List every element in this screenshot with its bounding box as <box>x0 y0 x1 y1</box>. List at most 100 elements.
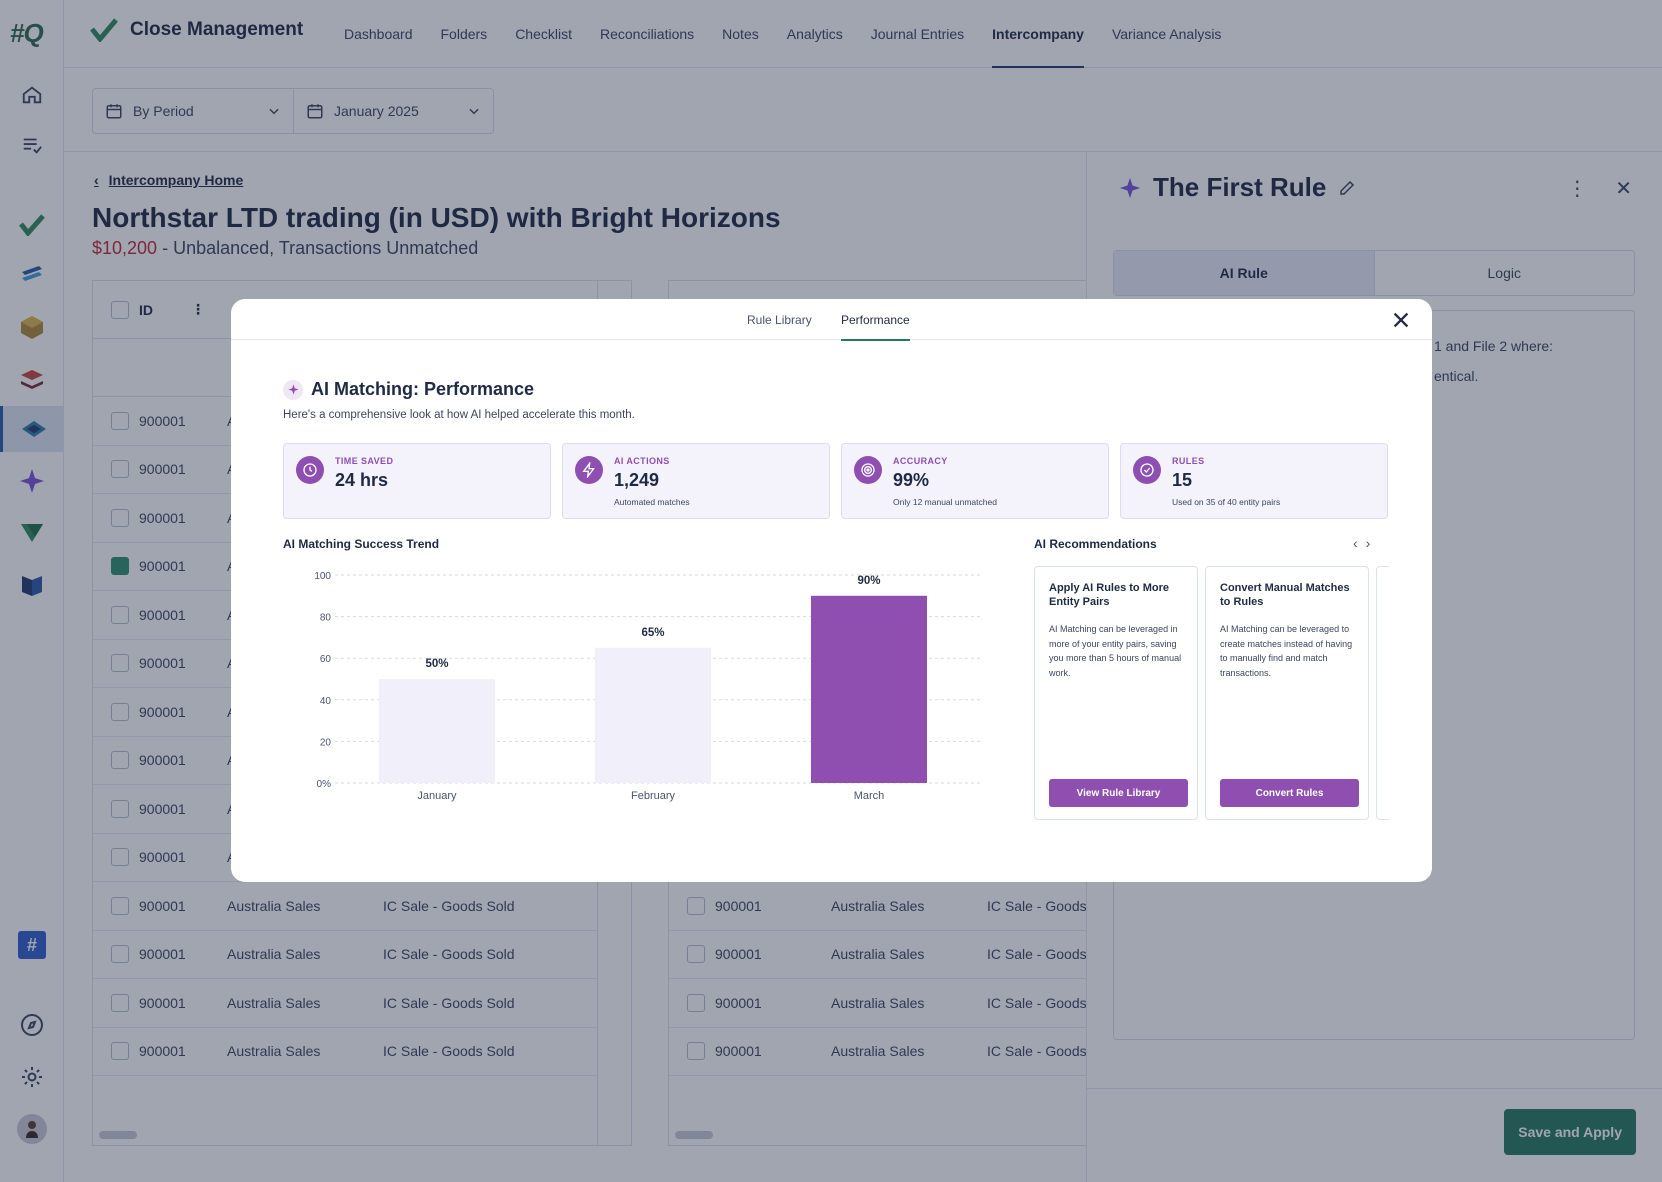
row-id: 900001 <box>139 800 186 817</box>
ai-sparkle-icon[interactable] <box>0 458 64 504</box>
stat-label: RULES <box>1172 456 1205 466</box>
nav-folders[interactable]: Folders <box>440 26 488 42</box>
funnel-icon[interactable] <box>0 510 64 556</box>
stat-note: Used on 35 of 40 entity pairs <box>1172 497 1281 507</box>
row-checkbox[interactable] <box>111 605 129 624</box>
nav-reconciliations[interactable]: Reconciliations <box>599 26 695 42</box>
table-row[interactable]: 900001 Australia Sales IC Sale - Goods Sol… <box>93 931 597 979</box>
gear-icon[interactable] <box>0 1054 64 1100</box>
close-management-icon[interactable] <box>0 202 64 248</box>
chevron-right-icon[interactable]: › <box>1365 535 1371 551</box>
nav-journal-entries[interactable]: Journal Entries <box>870 26 965 42</box>
recommendations-nav: ‹ › <box>1353 535 1370 551</box>
row-checkbox[interactable] <box>687 993 705 1012</box>
tasks-icon[interactable] <box>0 122 64 168</box>
close-panel-icon[interactable]: ✕ <box>1615 178 1632 200</box>
stack-icon[interactable] <box>0 356 64 402</box>
row-id: 900001 <box>139 752 186 769</box>
mode-select-value: By Period <box>133 103 194 119</box>
y-tick-label: 80 <box>320 613 332 624</box>
tab-logic[interactable]: Logic <box>1487 265 1521 281</box>
intercompany-icon[interactable] <box>0 406 64 452</box>
x-tick-label: March <box>854 790 885 802</box>
clock-icon <box>296 456 324 484</box>
tab-ai-rule[interactable]: AI Rule <box>1114 251 1375 295</box>
table-row[interactable]: 900001 Australia Sales IC Sale - Goods Sol… <box>93 882 597 931</box>
row-checkbox[interactable] <box>111 751 129 770</box>
panel-footer: Save and Apply <box>1087 1088 1662 1182</box>
chevron-down-icon <box>269 108 279 115</box>
compass-icon[interactable] <box>0 1002 64 1048</box>
mode-select[interactable]: By Period <box>93 89 293 133</box>
stat-note: Automated matches <box>614 497 690 507</box>
nav-intercompany[interactable]: Intercompany <box>978 0 1098 68</box>
table-row[interactable]: 900001 Australia Sales IC Sale - Goods Sol… <box>669 1028 1087 1076</box>
row-description: IC Sale - Goods Sold <box>383 994 515 1011</box>
recommendation-description: AI Matching can be leveraged in more of … <box>1049 624 1182 678</box>
row-checkbox[interactable] <box>687 1042 705 1061</box>
row-entity: Australia Sales <box>831 946 925 963</box>
app-logo[interactable]: #Q <box>10 18 44 48</box>
breadcrumb-link[interactable]: Intercompany Home <box>108 172 244 188</box>
save-and-apply-button[interactable]: Save and Apply <box>1504 1109 1636 1155</box>
recommendation-card: Apply AI Rules to More Entity Pairs AI M… <box>1034 566 1198 820</box>
close-icon[interactable] <box>1390 309 1412 331</box>
user-avatar[interactable] <box>0 1106 64 1152</box>
horizontal-scrollbar[interactable] <box>99 1131 137 1139</box>
row-checkbox[interactable] <box>111 702 129 721</box>
nav-analytics[interactable]: Analytics <box>786 26 843 42</box>
filter-bar: By Period January 2025 <box>64 68 1662 152</box>
row-checkbox[interactable] <box>111 799 129 818</box>
check-circle-icon <box>1133 456 1161 484</box>
ai-sparkle-icon <box>283 379 303 400</box>
home-icon[interactable] <box>0 72 64 118</box>
pencil-icon[interactable] <box>1338 179 1356 197</box>
hashtag-app-icon[interactable]: # <box>0 922 64 968</box>
convert-rules-button[interactable]: Convert Rules <box>1220 779 1359 807</box>
select-all-checkbox[interactable] <box>111 300 129 319</box>
tab-rule-library[interactable]: Rule Library <box>747 312 812 327</box>
period-select-value: January 2025 <box>334 103 419 119</box>
stat-value: 1,249 <box>614 470 660 490</box>
row-checkbox[interactable] <box>111 460 129 479</box>
column-menu-icon[interactable]: ⋮ <box>191 301 205 317</box>
row-checkbox[interactable] <box>111 848 129 867</box>
period-select[interactable]: January 2025 <box>293 89 493 133</box>
layers-icon[interactable] <box>0 252 64 298</box>
row-checkbox[interactable] <box>111 508 129 527</box>
table-row[interactable]: 900001 Australia Sales IC Sale - Goods Sol… <box>669 979 1087 1028</box>
row-id: 900001 <box>139 558 186 575</box>
row-checkbox[interactable] <box>111 1042 129 1061</box>
view-rule-library-button[interactable]: View Rule Library <box>1049 779 1188 807</box>
more-options-icon[interactable]: ⋮ <box>1567 178 1588 200</box>
row-checkbox[interactable] <box>111 411 129 430</box>
performance-description: Here's a comprehensive look at how AI he… <box>283 409 635 421</box>
main-nav: Dashboard Folders Checklist Reconciliati… <box>330 0 1235 68</box>
table-row[interactable]: 900001 Australia Sales IC Sale - Goods Sol… <box>93 979 597 1028</box>
balance-amount: $10,200 <box>92 238 158 258</box>
chevron-left-icon[interactable]: ‹ <box>1353 535 1358 551</box>
nav-notes[interactable]: Notes <box>722 26 759 42</box>
cube-icon[interactable] <box>0 304 64 350</box>
book-icon[interactable] <box>0 562 64 608</box>
row-checkbox[interactable] <box>111 654 129 673</box>
breadcrumb[interactable]: ‹ Intercompany Home <box>94 172 243 188</box>
row-checkbox[interactable] <box>111 896 129 915</box>
row-checkbox[interactable] <box>111 557 129 576</box>
table-row[interactable]: 900001 Australia Sales IC Sale - Goods Sol… <box>93 1028 597 1076</box>
rule-text-line: entical. <box>1434 368 1479 384</box>
stat-card-rules: RULES 15 Used on 35 of 40 entity pairs <box>1120 443 1388 519</box>
row-checkbox[interactable] <box>687 896 705 915</box>
row-description: IC Sale - Goods Sold <box>987 897 1087 914</box>
row-checkbox[interactable] <box>111 993 129 1012</box>
table-row[interactable]: 900001 Australia Sales IC Sale - Goods Sol… <box>669 931 1087 979</box>
nav-variance-analysis[interactable]: Variance Analysis <box>1111 26 1222 42</box>
tab-performance[interactable]: Performance <box>841 299 910 341</box>
row-checkbox[interactable] <box>111 945 129 964</box>
row-entity: Australia Sales <box>227 994 321 1011</box>
horizontal-scrollbar[interactable] <box>675 1131 713 1139</box>
table-row[interactable]: 900001 Australia Sales IC Sale - Goods Sol… <box>669 882 1087 931</box>
nav-checklist[interactable]: Checklist <box>515 26 572 42</box>
row-checkbox[interactable] <box>687 945 705 964</box>
nav-dashboard[interactable]: Dashboard <box>344 26 413 42</box>
